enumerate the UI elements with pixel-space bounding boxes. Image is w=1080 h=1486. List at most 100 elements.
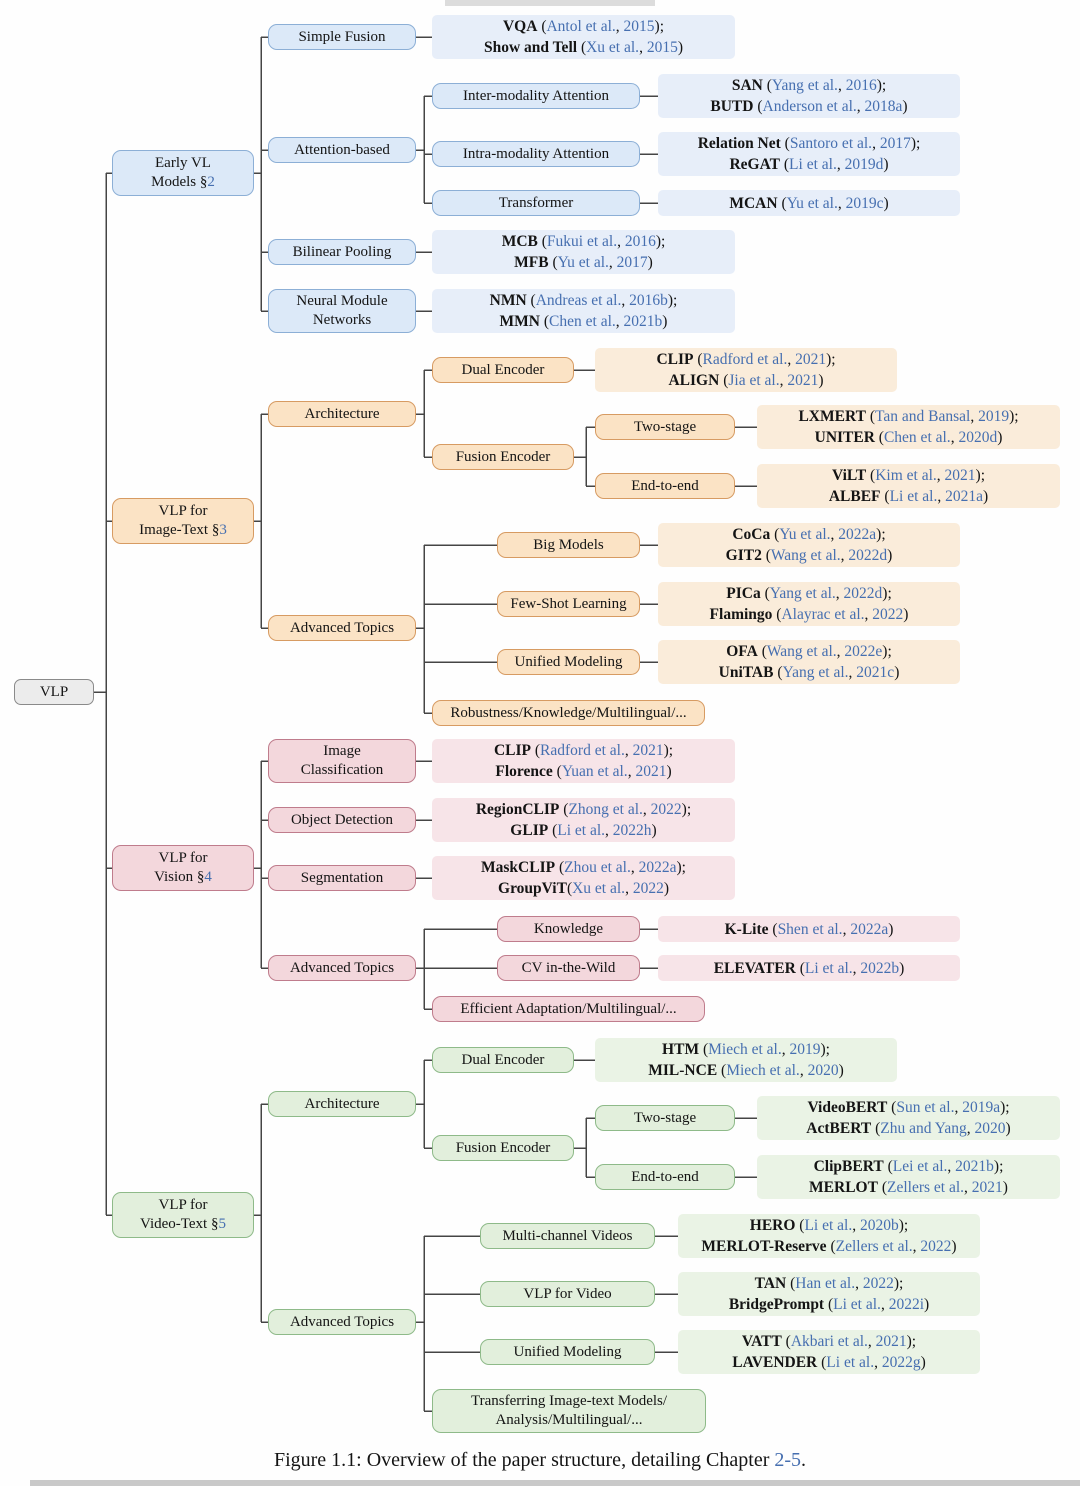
citation-link[interactable]: Yu et al. (786, 194, 838, 212)
citation-link[interactable]: 2017 (879, 135, 911, 152)
citation-link[interactable]: 2022i (888, 1296, 924, 1313)
citation-link[interactable]: 2022a (838, 526, 877, 543)
model-name: VideoBERT (807, 1099, 888, 1116)
citation-link[interactable]: Wang et al. (770, 547, 841, 564)
text-run: ) (902, 98, 908, 115)
citation-link[interactable]: 2022 (632, 880, 664, 897)
citation-line: UniTAB (Yang et al., 2021c) (719, 662, 900, 683)
citation-link[interactable]: 2021b (955, 1158, 994, 1175)
text-run: , (836, 156, 845, 173)
citation-link[interactable]: 5 (218, 1216, 226, 1232)
citation-link[interactable]: 2016b (629, 292, 668, 309)
citation-link[interactable]: 2021c (856, 664, 895, 681)
citation-link[interactable]: 2019 (789, 1041, 821, 1058)
citation-link[interactable]: 4 (204, 869, 212, 885)
citation-link[interactable]: Li et al. (833, 1296, 881, 1313)
citation-link[interactable]: Radford et al. (540, 742, 625, 759)
citation-link[interactable]: 2016 (845, 77, 877, 94)
citation-link[interactable]: 2021a (945, 488, 983, 505)
citation-link[interactable]: 2-5 (774, 1449, 802, 1471)
citation-link[interactable]: 2022d (843, 585, 883, 602)
citation-link[interactable]: 2021 (971, 1179, 1003, 1196)
citation-link[interactable]: 2022h (612, 822, 652, 839)
model-name: VQA (502, 18, 538, 35)
citation-link[interactable]: 2015 (646, 39, 678, 56)
citation-link[interactable]: 2019a (962, 1099, 1001, 1116)
citation-link[interactable]: Wang et al. (766, 643, 837, 660)
citation-link[interactable]: Yu et al. (779, 526, 831, 543)
text-run: , (624, 742, 633, 759)
citation-link[interactable]: 2018a (864, 98, 903, 115)
citation-link[interactable]: Zhou et al. (564, 859, 631, 876)
citation-link[interactable]: Sun et al. (896, 1099, 955, 1116)
citation-link[interactable]: 2021 (944, 467, 976, 484)
citation-link[interactable]: Santoro et al. (789, 135, 873, 152)
citation-link[interactable]: Shen et al. (777, 920, 843, 938)
citation-link[interactable]: 2022 (872, 606, 904, 623)
citation-link[interactable]: 2021b (623, 313, 663, 330)
citation-link[interactable]: 2022g (881, 1354, 921, 1371)
citation-link[interactable]: 2022a (850, 920, 889, 938)
text-run: ( (753, 98, 763, 115)
citation-link[interactable]: 2022 (920, 1238, 952, 1255)
citation-link[interactable]: 2022d (848, 547, 888, 564)
citation-link[interactable]: Lei et al. (892, 1158, 948, 1175)
citation-link[interactable]: Antol et al. (546, 18, 616, 35)
citation-link[interactable]: Zellers et al. (835, 1238, 913, 1255)
citation-link[interactable]: Li et al. (804, 959, 853, 977)
citation-link[interactable]: 2020 (807, 1062, 839, 1079)
citation-link[interactable]: Chen et al. (883, 429, 951, 446)
citation-link[interactable]: Li et al. (889, 488, 938, 505)
citation-link[interactable]: 2021 (795, 351, 827, 368)
citation-link[interactable]: Miech et al. (726, 1062, 800, 1079)
citation-link[interactable]: 2020d (958, 429, 998, 446)
citation-link[interactable]: Tan and Bansal (874, 408, 971, 425)
text-run: , (799, 1062, 808, 1079)
citation-link[interactable]: Li et al. (826, 1354, 875, 1371)
citation-link[interactable]: Alayrac et al. (781, 606, 865, 623)
citation-link[interactable]: Yang et al. (782, 664, 849, 681)
citation-link[interactable]: 3 (219, 522, 227, 538)
citation-link[interactable]: 2021 (632, 742, 664, 759)
citation-link[interactable]: Chen et al. (549, 313, 616, 330)
citation-link[interactable]: Radford et al. (702, 351, 788, 368)
citation-link[interactable]: Anderson et al. (762, 98, 857, 115)
citation-link[interactable]: Han et al. (795, 1275, 856, 1292)
citation-link[interactable]: Miech et al. (708, 1041, 782, 1058)
citation-link[interactable]: Andreas et al. (535, 292, 622, 309)
citation-link[interactable]: Zhong et al. (568, 801, 643, 818)
citation-link[interactable]: 2022 (862, 1275, 894, 1292)
citation-link[interactable]: Fukui et al. (546, 233, 618, 250)
citation-link[interactable]: Yang et al. (769, 585, 836, 602)
citation-link[interactable]: Yu et al. (557, 254, 609, 271)
citation-link[interactable]: Akbari et al. (790, 1333, 868, 1350)
citation-link[interactable]: 2020 (974, 1120, 1006, 1137)
citation-link[interactable]: Li et al. (804, 1217, 853, 1234)
citation-link[interactable]: 2021 (787, 372, 819, 389)
citation-link[interactable]: 2022a (638, 859, 677, 876)
citation-link[interactable]: Yang et al. (771, 77, 838, 94)
citation-link[interactable]: 2022 (650, 801, 682, 818)
model-name: MCAN (729, 194, 778, 212)
citation-link[interactable]: Xu et al. (586, 39, 640, 56)
citation-link[interactable]: 2019d (844, 156, 884, 173)
citation-link[interactable]: 2015 (623, 18, 655, 35)
citation-link[interactable]: 2021 (635, 763, 667, 780)
citation-link[interactable]: 2019c (845, 194, 884, 212)
citation-link[interactable]: 2017 (616, 254, 648, 271)
citation-link[interactable]: Yuan et al. (561, 763, 628, 780)
citation-link[interactable]: 2022b (860, 959, 900, 977)
citation-link[interactable]: Li et al. (789, 156, 837, 173)
citation-link[interactable]: 2016 (624, 233, 656, 250)
citation-link[interactable]: Zellers et al. (887, 1179, 965, 1196)
citation-link[interactable]: Xu et al. (572, 880, 626, 897)
citation-link[interactable]: 2019 (978, 408, 1010, 425)
citation-link[interactable]: Kim et al. (875, 467, 937, 484)
citation-link[interactable]: Zhu and Yang (880, 1120, 967, 1137)
citation-link[interactable]: Li et al. (557, 822, 606, 839)
citation-link[interactable]: 2 (207, 174, 215, 190)
citation-link[interactable]: Jia et al. (728, 372, 780, 389)
citation-link[interactable]: 2021 (875, 1333, 907, 1350)
citation-link[interactable]: 2022e (844, 643, 883, 660)
citation-link[interactable]: 2020b (860, 1217, 899, 1234)
